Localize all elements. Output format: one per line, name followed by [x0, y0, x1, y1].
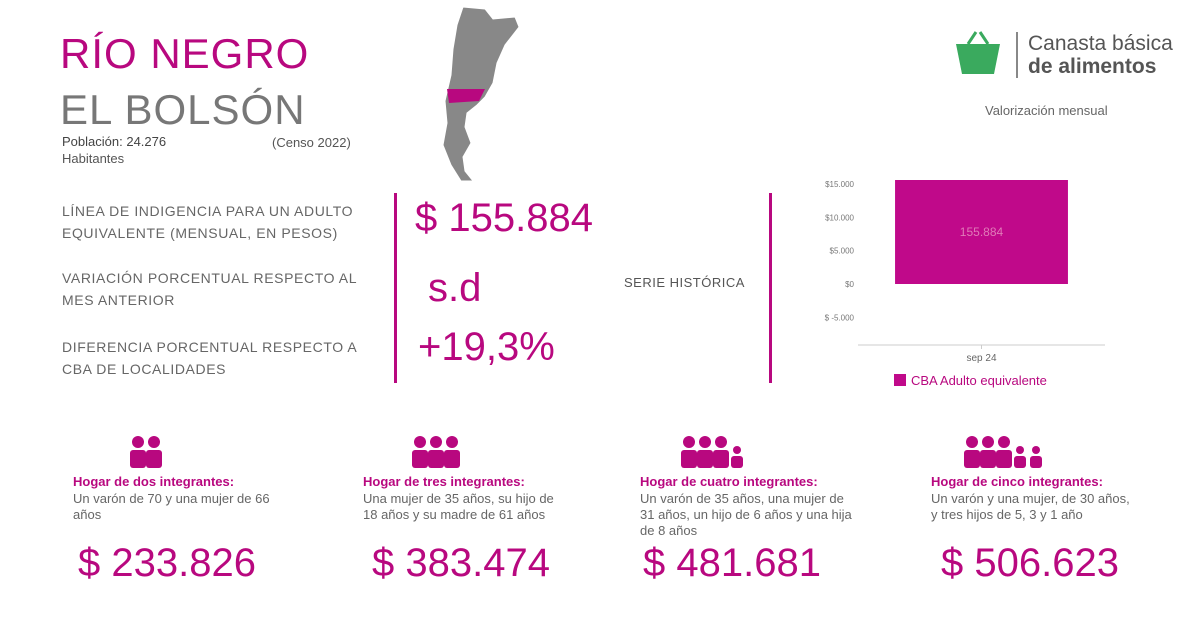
y-tick-label: $0 [845, 280, 854, 289]
y-tick-label: $10.000 [825, 213, 854, 222]
household-description: Un varón y una mujer, de 30 años, y tres… [931, 491, 1130, 522]
household-value: $ 383.474 [372, 541, 550, 585]
indicator-label: LÍNEA DE INDIGENCIA PARA UN ADULTO EQUIV… [62, 203, 354, 241]
people-icon [130, 436, 162, 468]
household-description: Un varón de 70 y una mujer de 66 años [73, 491, 270, 522]
value-label: 155.884 [960, 225, 1004, 239]
household-value: $ 233.826 [78, 541, 256, 585]
y-tick-label: $5.000 [830, 247, 855, 256]
divider [394, 193, 397, 383]
divider [769, 193, 772, 383]
household-title: Hogar de tres integrantes: [363, 474, 525, 489]
indicator-label: VARIACIÓN PORCENTUAL RESPECTO AL MES ANT… [62, 270, 357, 308]
population-label: Población: [62, 134, 123, 149]
city: EL BOLSÓN [60, 86, 306, 133]
map [442, 6, 520, 182]
bar [895, 180, 1068, 284]
province: RÍO NEGRO [60, 30, 310, 77]
household-description: Una mujer de 35 años, su hijo de 18 años… [363, 491, 554, 522]
people-icon [964, 436, 1042, 468]
population-value: 24.276 [126, 134, 167, 149]
household-description: Un varón de 35 años, una mujer de 31 año… [640, 491, 852, 538]
household-value: $ 481.681 [643, 541, 821, 585]
x-tick-label: sep 24 [966, 353, 996, 364]
y-tick-label: $ -5.000 [825, 313, 855, 322]
plot [895, 180, 1068, 284]
census: (Censo 2022) [272, 135, 351, 150]
household-title: Hogar de cuatro integrantes: [640, 474, 818, 489]
legend-label: CBA Adulto equivalente [911, 373, 1047, 388]
indicator-label: DIFERENCIA PORCENTUAL RESPECTO A CBA DE … [62, 339, 357, 377]
brand-divider [1016, 32, 1018, 78]
population: Población: 24.276 [62, 134, 166, 149]
household-value: $ 506.623 [941, 541, 1119, 585]
people-icon [681, 436, 743, 468]
household-title: Hogar de dos integrantes: [73, 474, 235, 489]
indicator-value: +19,3% [418, 325, 555, 369]
people-icon [412, 436, 460, 468]
y-tick-label: $15.000 [825, 180, 854, 189]
legend-swatch [894, 374, 906, 386]
population-unit: Habitantes [62, 151, 125, 166]
indicator-value: s.d [428, 266, 482, 310]
basket-icon [956, 31, 1000, 74]
brand-subtitle: Valorización mensual [985, 103, 1108, 118]
brand-line2: de alimentos [1028, 55, 1157, 78]
brand-line1: Canasta básica [1028, 32, 1173, 55]
indicator-value: $ 155.884 [415, 196, 593, 240]
series-label: SERIE HISTÓRICA [624, 275, 745, 290]
household-title: Hogar de cinco integrantes: [931, 474, 1103, 489]
